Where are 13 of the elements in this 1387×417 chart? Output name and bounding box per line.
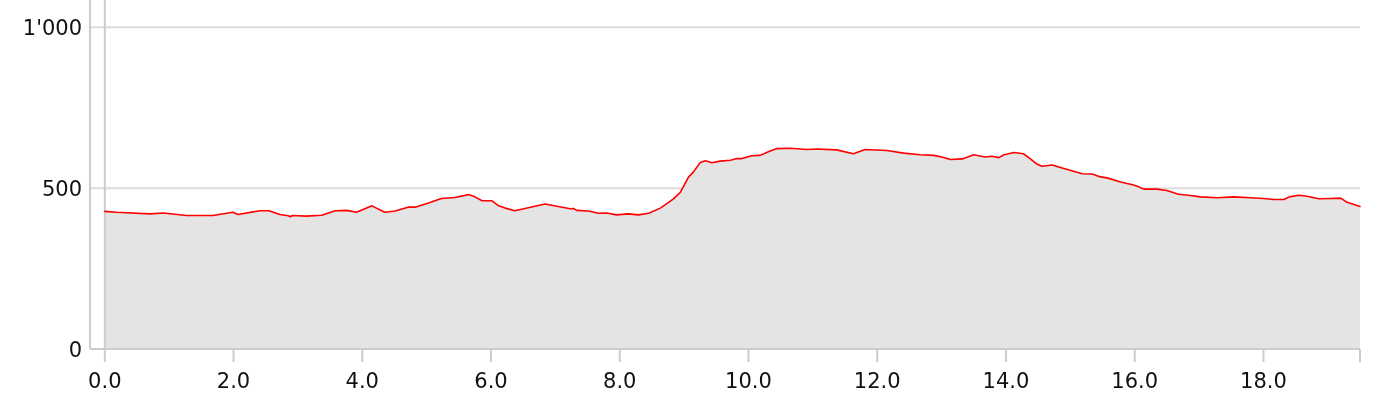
x-tick-label: 10.0 <box>725 369 772 393</box>
x-tick-label: 2.0 <box>216 369 251 393</box>
y-tick-label: 500 <box>41 176 82 201</box>
y-tick-label: 0 <box>68 337 82 362</box>
y-tick-label: 1'000 <box>22 15 82 40</box>
x-tick-label: 14.0 <box>982 369 1030 393</box>
x-tick-label: 4.0 <box>345 369 379 393</box>
x-tick-label: 8.0 <box>603 369 637 393</box>
x-tick-label: 6.0 <box>474 369 508 393</box>
x-tick-label: 12.0 <box>853 369 901 393</box>
x-tick-label: 18.0 <box>1240 369 1287 393</box>
x-tick-label: 0.0 <box>88 369 122 393</box>
x-tick-label: 16.0 <box>1111 369 1159 393</box>
